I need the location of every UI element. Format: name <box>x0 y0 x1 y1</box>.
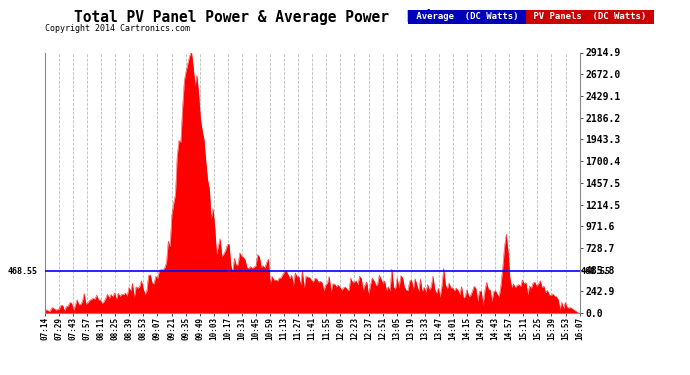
Text: Average  (DC Watts): Average (DC Watts) <box>411 12 524 21</box>
Text: Total PV Panel Power & Average Power  Fri Dec 19 16:13: Total PV Panel Power & Average Power Fri… <box>75 9 546 26</box>
Text: PV Panels  (DC Watts): PV Panels (DC Watts) <box>528 12 651 21</box>
Text: Copyright 2014 Cartronics.com: Copyright 2014 Cartronics.com <box>45 24 190 33</box>
Text: 468.55: 468.55 <box>581 267 611 276</box>
Text: 468.55: 468.55 <box>8 267 38 276</box>
